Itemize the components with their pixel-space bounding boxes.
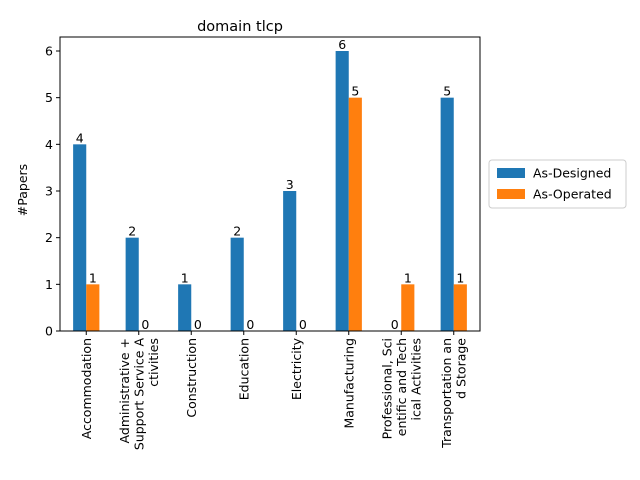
data-label-as-operated-6: 1 — [404, 270, 412, 285]
bar-as-designed-4 — [283, 191, 297, 331]
y-tick-label: 6 — [45, 44, 53, 59]
data-label-as-designed-5: 6 — [338, 37, 346, 52]
legend-swatch-as-operated — [497, 189, 525, 199]
bar-as-designed-2 — [178, 284, 192, 331]
data-label-as-operated-7: 1 — [456, 270, 464, 285]
data-label-as-designed-3: 2 — [233, 224, 241, 239]
x-tick-label: Professional, Scientific and Techical Ac… — [379, 338, 423, 439]
data-label-as-operated-1: 0 — [141, 317, 149, 332]
y-tick-label: 4 — [45, 137, 53, 152]
data-label-as-designed-6: 0 — [391, 317, 399, 332]
chart-title: domain tlcp — [197, 19, 283, 35]
bar-as-designed-5 — [335, 51, 349, 331]
legend: As-Designed As-Operated — [488, 159, 627, 209]
data-label-as-operated-3: 0 — [246, 317, 254, 332]
y-tick-label: 0 — [45, 324, 53, 339]
bar-as-designed-1 — [125, 237, 139, 331]
data-label-as-operated-5: 5 — [351, 84, 359, 99]
data-label-as-operated-2: 0 — [194, 317, 202, 332]
x-tick-label: Manufacturing — [341, 338, 356, 429]
x-tick-label: Construction — [184, 338, 199, 418]
y-axis-label: #Papers — [15, 164, 30, 216]
bar-as-operated-7 — [453, 284, 467, 331]
legend-label-as-operated: As-Operated — [533, 187, 612, 202]
y-tick-label: 1 — [45, 277, 53, 292]
legend-swatch-as-designed — [497, 168, 525, 178]
data-label-as-operated-0: 1 — [89, 270, 97, 285]
x-tick-label: Administrative +Support Service Activiti… — [117, 338, 161, 451]
plot-frame — [59, 36, 481, 332]
data-label-as-designed-7: 5 — [443, 84, 451, 99]
x-tick-label: Accommodation — [79, 338, 94, 439]
x-tick-label: Education — [236, 338, 251, 400]
y-tick-label: 5 — [45, 90, 53, 105]
bar-as-designed-3 — [230, 237, 244, 331]
bar-as-operated-5 — [348, 97, 362, 332]
x-axis: Accommodation Administrative +Support Ser… — [79, 331, 469, 450]
bar-as-operated-0 — [86, 284, 100, 331]
y-tick-label: 2 — [45, 230, 53, 245]
data-label-as-designed-4: 3 — [286, 177, 294, 192]
bars-layer — [73, 51, 467, 332]
data-label-as-designed-0: 4 — [76, 130, 84, 145]
legend-label-as-designed: As-Designed — [533, 166, 611, 181]
data-label-as-designed-1: 2 — [128, 224, 136, 239]
data-label-as-operated-4: 0 — [299, 317, 307, 332]
x-tick-label: Electricity — [289, 337, 304, 400]
bar-as-designed-7 — [440, 97, 454, 332]
x-tick-label: Transportation and Storage — [439, 338, 469, 449]
bar-as-designed-0 — [73, 144, 87, 331]
y-tick-label: 3 — [45, 184, 53, 199]
bar-as-operated-6 — [401, 284, 415, 331]
y-axis: 0 1 2 3 4 5 6 — [45, 44, 60, 339]
data-label-as-designed-2: 1 — [181, 270, 189, 285]
